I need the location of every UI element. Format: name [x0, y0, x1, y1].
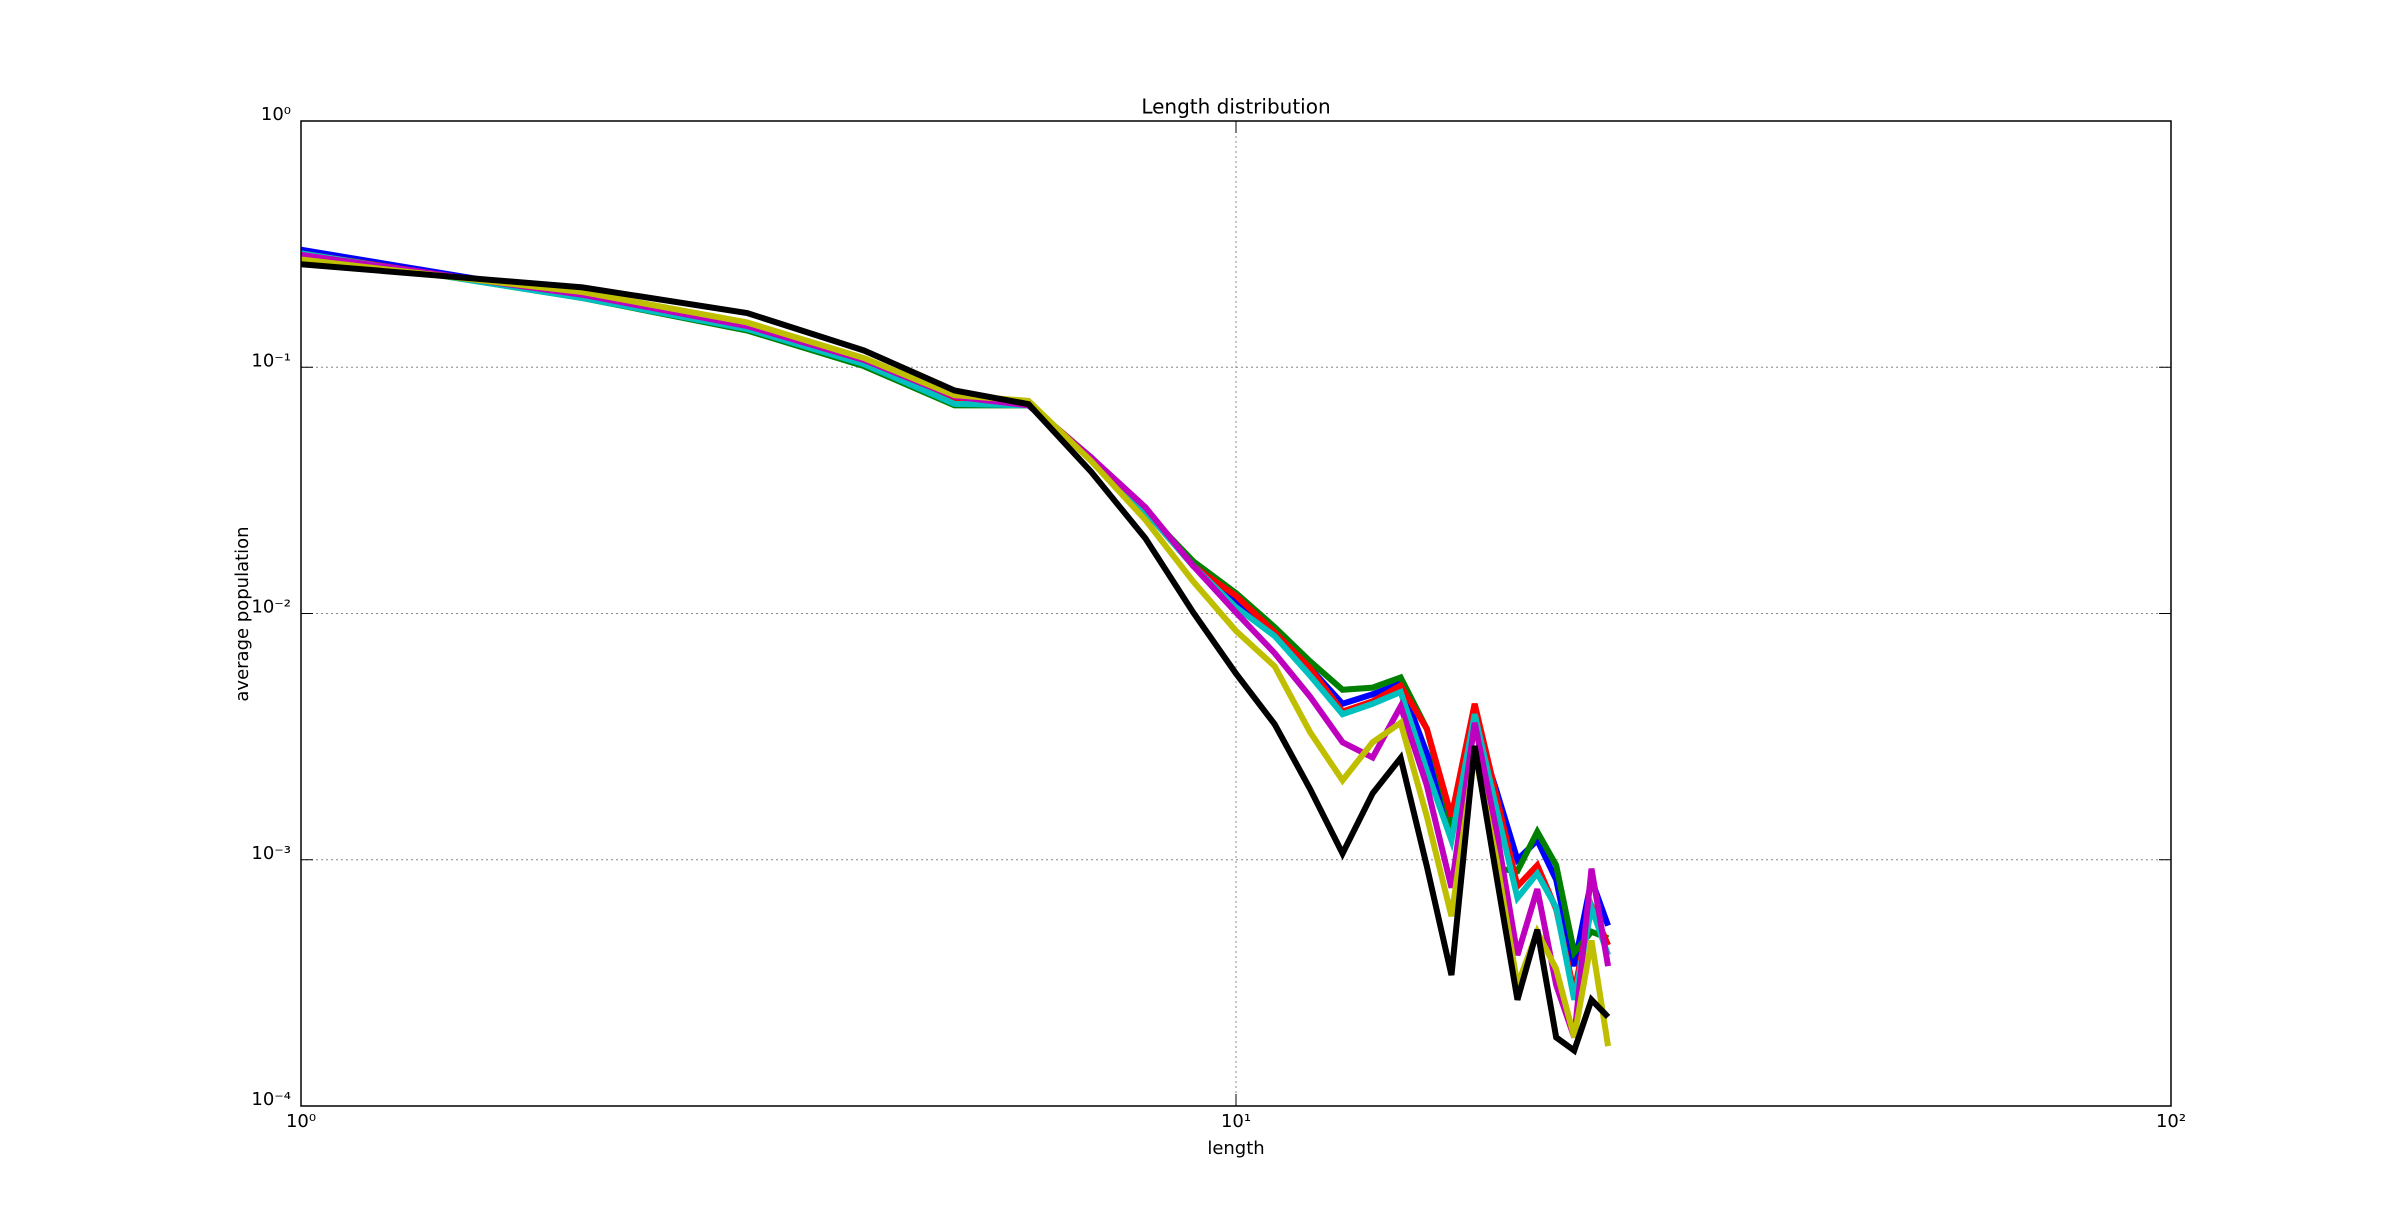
y-tick-label: 10⁻²	[251, 597, 291, 618]
data-line	[300, 250, 1611, 1001]
data-line	[300, 261, 1611, 1056]
x-tick-label: 10⁰	[286, 1111, 316, 1132]
y-tick-label: 10⁰	[261, 104, 291, 125]
chart-title: Length distribution	[1141, 95, 1330, 119]
y-tick-label: 10⁻¹	[251, 350, 291, 371]
x-tick-label: 10²	[2156, 1111, 2186, 1132]
plot-frame	[300, 120, 2172, 1107]
y-axis-label: average population	[232, 526, 253, 701]
y-tick-label: 10⁻³	[251, 843, 291, 864]
x-axis-label: length	[1207, 1138, 1264, 1159]
y-tick-label: 10⁻⁴	[251, 1089, 291, 1110]
x-tick-label: 10¹	[1221, 1111, 1251, 1132]
